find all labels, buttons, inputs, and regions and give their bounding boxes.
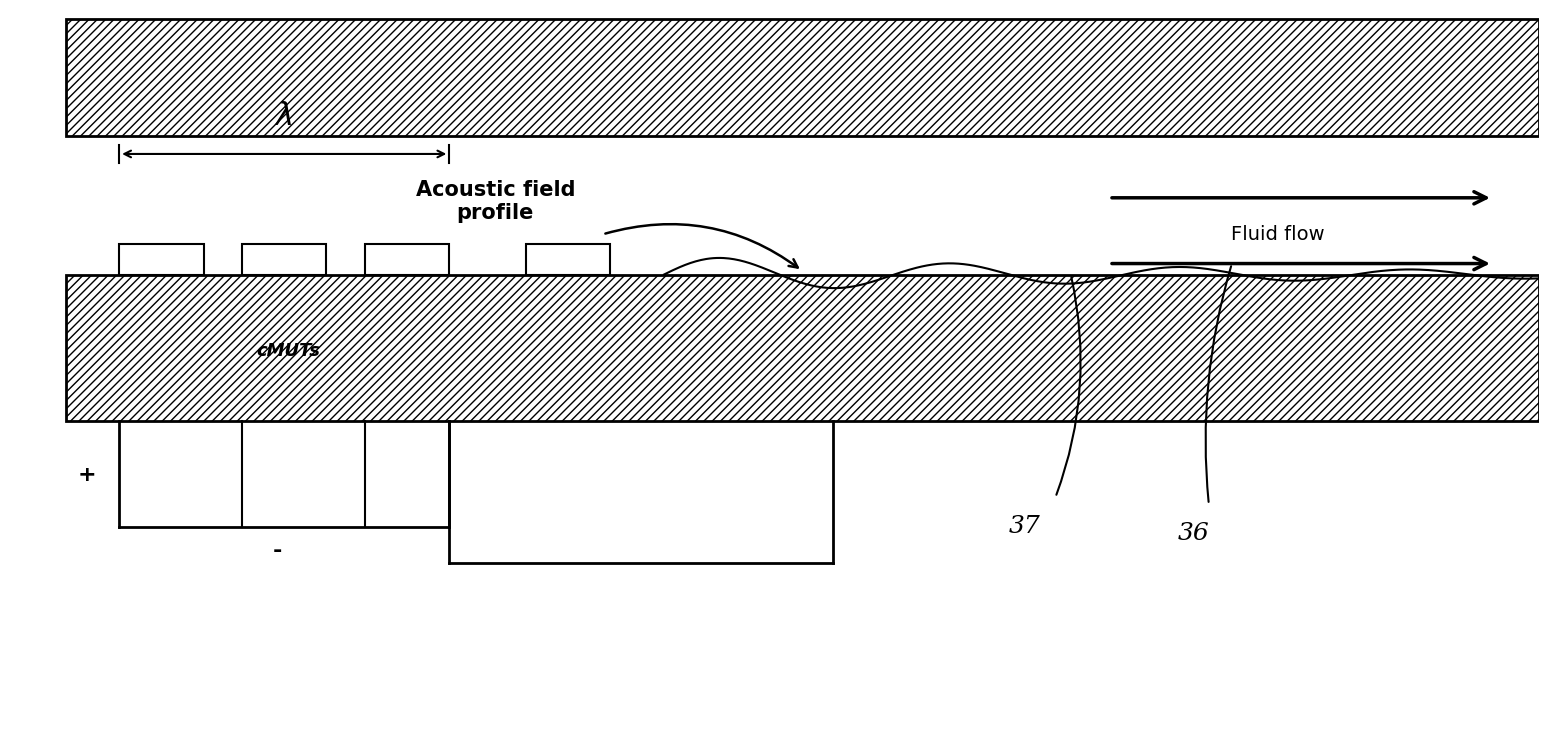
Bar — [364, 244, 449, 274]
Bar — [242, 244, 327, 274]
Text: 37: 37 — [1009, 515, 1040, 538]
Text: Fluid flow: Fluid flow — [1231, 225, 1325, 244]
Text: -: - — [273, 541, 282, 561]
Text: cMUTs: cMUTs — [256, 341, 319, 359]
Bar — [119, 244, 204, 274]
Bar — [65, 274, 1538, 420]
Text: Acoustic field
profile: Acoustic field profile — [415, 180, 576, 223]
Bar — [65, 18, 1538, 136]
Bar — [526, 244, 611, 274]
Text: +: + — [77, 466, 97, 486]
Text: λ: λ — [275, 101, 293, 131]
Text: 36: 36 — [1177, 522, 1210, 545]
